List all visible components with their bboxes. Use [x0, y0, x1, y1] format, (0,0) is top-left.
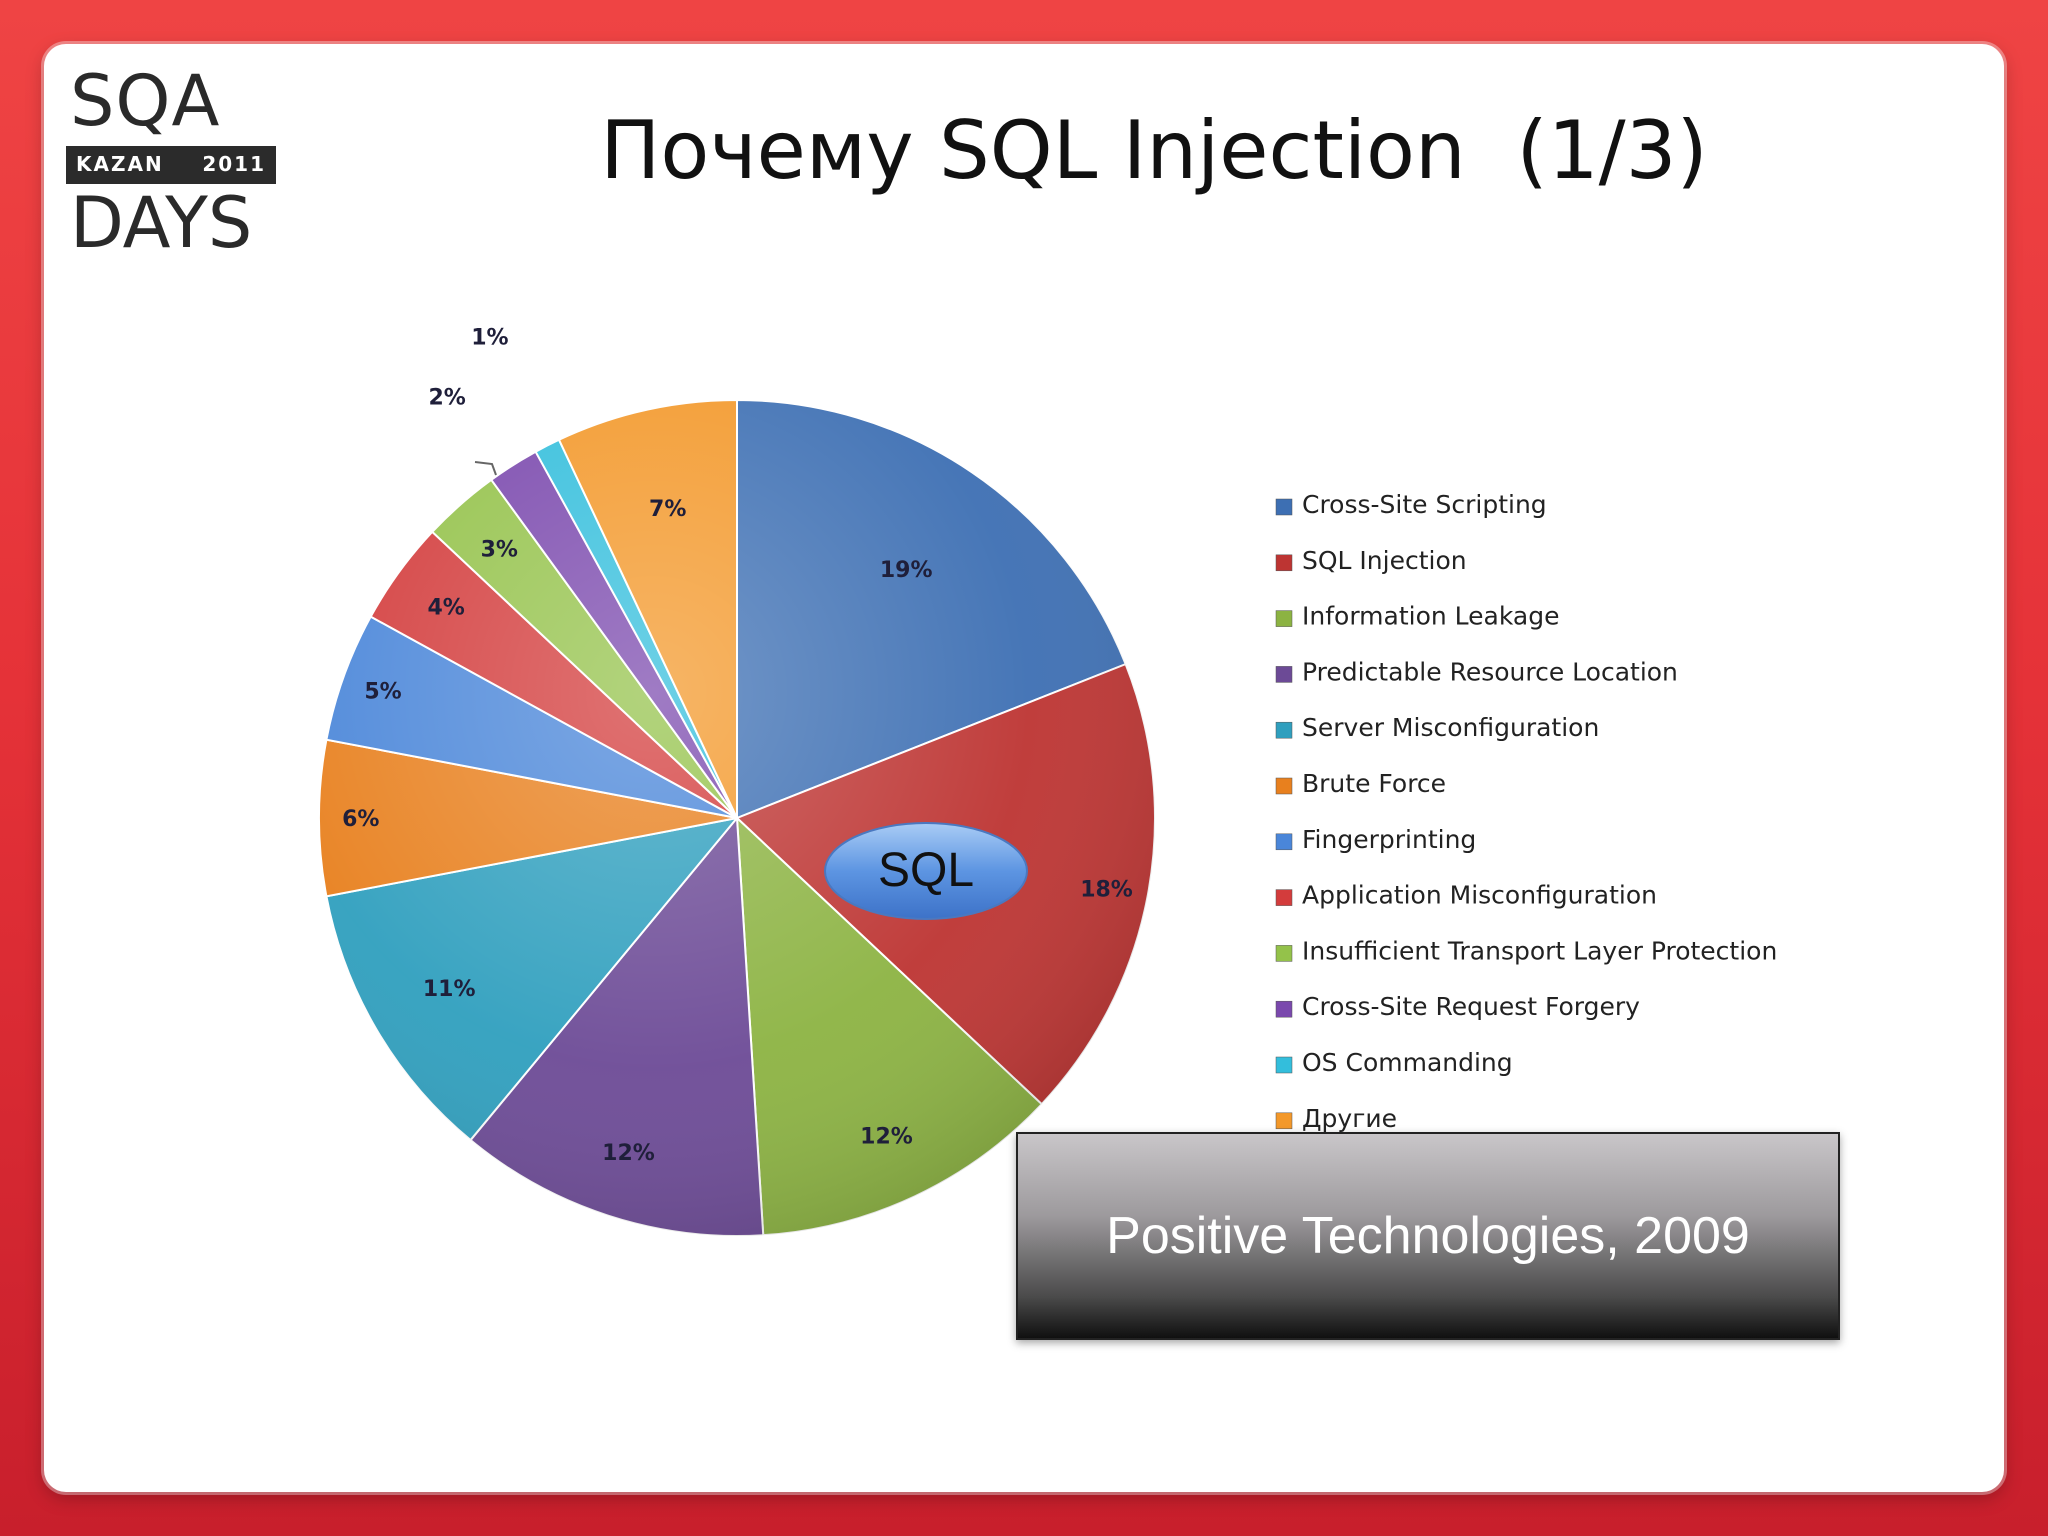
sqa-days-logo: SQA KAZAN 2011 DAYS	[66, 60, 286, 258]
legend-swatch-application-misconfiguration	[1275, 889, 1293, 906]
legend-swatch-cross-site-scripting	[1275, 498, 1293, 516]
legend-label-fingerprinting: Fingerprinting	[1302, 825, 1476, 854]
legend-label-os-commanding: OS Commanding	[1302, 1048, 1513, 1077]
pie-label-fingerprinting: 5%	[364, 680, 401, 705]
leader-line-2pct	[474, 461, 497, 476]
slide-title: Почему SQL Injection (1/3)	[600, 104, 1708, 197]
pie-label-sql-injection: 18%	[1080, 877, 1133, 902]
pie-label-brute-force: 6%	[342, 807, 379, 832]
pie-label-server-misconfiguration: 11%	[423, 977, 476, 1002]
pie-label-predictable-resource-location: 12%	[602, 1141, 655, 1166]
legend-swatch-os-commanding	[1275, 1056, 1293, 1074]
legend-swatch-other	[1275, 1112, 1293, 1130]
legend-swatch-information-leakage	[1275, 610, 1293, 627]
legend-swatch-predictable-resource-location	[1275, 666, 1293, 683]
logo-bar: KAZAN 2011	[66, 146, 276, 184]
legend-label-other: Другие	[1302, 1104, 1397, 1133]
legend-label-sql-injection: SQL Injection	[1302, 546, 1467, 575]
legend-swatch-fingerprinting	[1275, 833, 1293, 851]
legend-label-brute-force: Brute Force	[1302, 769, 1446, 798]
sql-callout-text: SQL	[878, 844, 974, 897]
source-box: Positive Technologies, 2009	[1016, 1132, 1840, 1340]
legend-label-information-leakage: Information Leakage	[1302, 602, 1559, 631]
legend-label-application-misconfiguration: Application Misconfiguration	[1302, 881, 1657, 910]
logo-year: 2011	[202, 152, 266, 176]
pie-label-cross-site-request-forgery: 2%	[429, 386, 466, 411]
source-text: Positive Technologies, 2009	[1106, 1207, 1750, 1265]
legend-swatch-insufficient-transport-layer-protection	[1275, 945, 1293, 962]
logo-top-text: SQA	[70, 60, 221, 142]
legend-label-cross-site-request-forgery: Cross-Site Request Forgery	[1302, 992, 1640, 1021]
sql-callout-bubble	[824, 822, 1028, 920]
pie-label-application-misconfiguration: 4%	[427, 596, 464, 621]
logo-city: KAZAN	[76, 152, 164, 176]
legend-label-insufficient-transport-layer-protection: Insufficient Transport Layer Protection	[1302, 936, 1777, 965]
legend-swatch-sql-injection	[1275, 554, 1293, 572]
pie-label-other: 7%	[649, 497, 686, 522]
pie-label-insufficient-transport-layer-protection: 3%	[481, 537, 518, 562]
pie-label-information-leakage: 12%	[860, 1125, 913, 1150]
legend-label-server-misconfiguration: Server Misconfiguration	[1302, 713, 1599, 742]
pie-label-os-commanding: 1%	[471, 326, 508, 351]
legend-swatch-server-misconfiguration	[1275, 721, 1293, 739]
legend-label-cross-site-scripting: Cross-Site Scripting	[1302, 490, 1547, 519]
legend-swatch-cross-site-request-forgery	[1275, 1000, 1293, 1018]
logo-bottom-text: DAYS	[70, 182, 253, 264]
legend-label-predictable-resource-location: Predictable Resource Location	[1302, 657, 1678, 686]
pie-label-cross-site-scripting: 19%	[880, 558, 933, 583]
legend-swatch-brute-force	[1275, 777, 1293, 795]
